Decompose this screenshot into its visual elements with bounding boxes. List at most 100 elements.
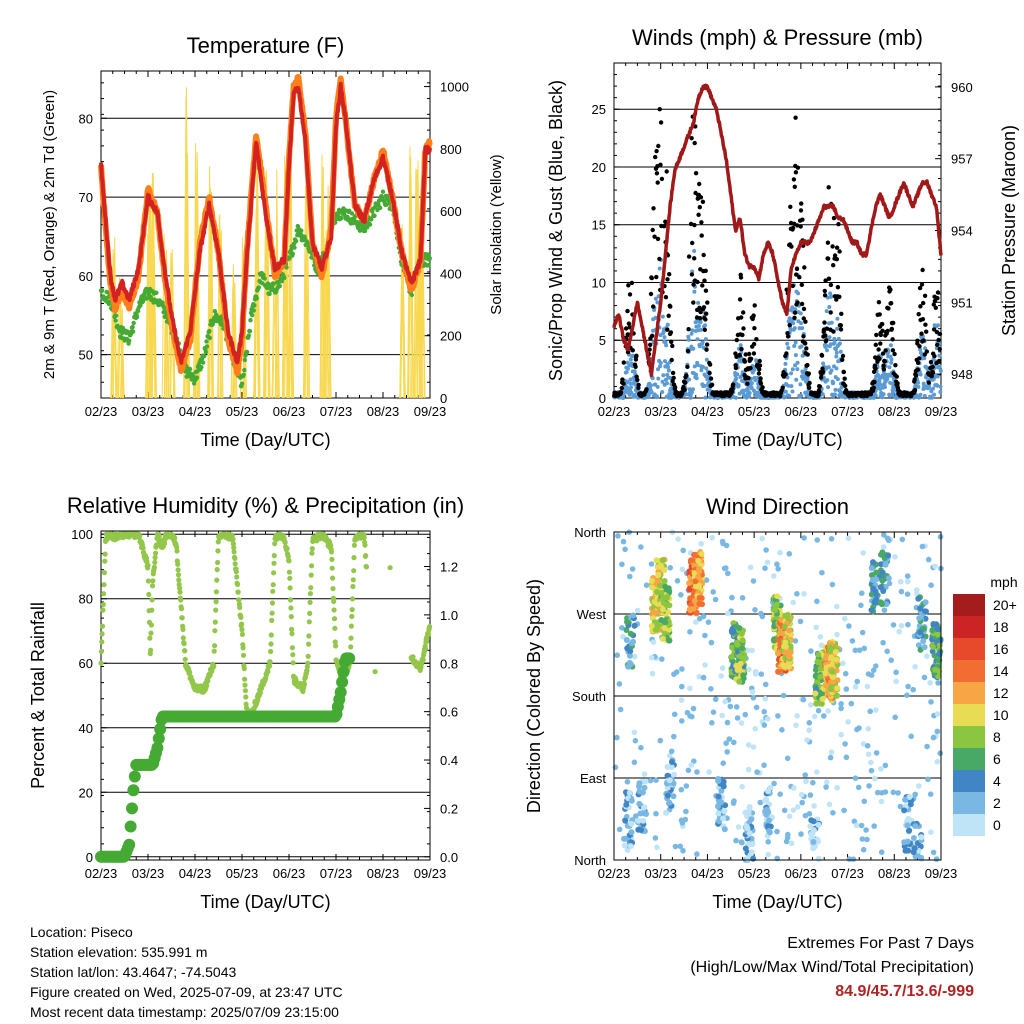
rain-point bbox=[124, 820, 137, 833]
dewpoint-point bbox=[199, 365, 204, 370]
direction-point bbox=[834, 631, 840, 638]
wind-point bbox=[824, 343, 829, 348]
rh-point bbox=[290, 652, 296, 658]
gust-point bbox=[788, 204, 793, 209]
wind-point bbox=[835, 316, 840, 321]
gust-point bbox=[743, 352, 748, 357]
gust-point bbox=[780, 385, 785, 390]
gust-point bbox=[841, 369, 846, 375]
direction-point bbox=[726, 736, 733, 742]
direction-point bbox=[745, 766, 752, 773]
direction-point bbox=[749, 689, 756, 695]
gust-point bbox=[883, 348, 888, 353]
direction-point bbox=[658, 589, 665, 596]
gust-point bbox=[817, 389, 822, 395]
wind-point bbox=[747, 394, 752, 399]
rh-point bbox=[100, 601, 106, 608]
dewpoint-point bbox=[125, 329, 130, 334]
x-tick-label: 04/23 bbox=[691, 404, 724, 419]
direction-point bbox=[771, 780, 777, 787]
wind-point bbox=[825, 295, 830, 300]
gust-point bbox=[689, 136, 694, 141]
dewpoint-point bbox=[141, 298, 146, 303]
direction-point bbox=[679, 683, 685, 690]
direction-point bbox=[786, 551, 793, 557]
rh-point bbox=[331, 607, 337, 613]
gust-point bbox=[789, 244, 794, 249]
rh-point bbox=[176, 577, 182, 583]
direction-point bbox=[779, 727, 785, 733]
rh-point bbox=[309, 563, 315, 569]
rh-point bbox=[102, 551, 108, 557]
rh-point bbox=[362, 542, 368, 548]
rain-point bbox=[152, 732, 165, 745]
gust-point bbox=[822, 293, 828, 298]
wind-point bbox=[837, 341, 842, 346]
direction-point bbox=[924, 653, 930, 659]
direction-point bbox=[806, 720, 813, 726]
solar-spike bbox=[263, 171, 270, 399]
direction-point bbox=[649, 670, 656, 677]
direction-point bbox=[746, 666, 752, 673]
direction-point bbox=[882, 762, 889, 769]
direction-point bbox=[738, 839, 745, 845]
direction-point bbox=[679, 666, 685, 672]
rain-point bbox=[123, 838, 136, 851]
gust-point bbox=[634, 353, 639, 358]
wind-point bbox=[881, 392, 886, 397]
gust-point bbox=[880, 328, 885, 333]
direction-point bbox=[706, 769, 712, 775]
direction-point bbox=[671, 711, 678, 718]
direction-point bbox=[928, 829, 934, 835]
direction-point bbox=[678, 592, 684, 598]
direction-point bbox=[685, 767, 692, 774]
direction-point bbox=[810, 779, 816, 786]
wind-point bbox=[749, 381, 754, 386]
direction-point bbox=[679, 566, 686, 573]
direction-point bbox=[696, 582, 702, 589]
direction-point bbox=[687, 629, 693, 635]
rh-point bbox=[239, 621, 245, 627]
wind-point bbox=[663, 359, 667, 364]
direction-point bbox=[660, 606, 666, 613]
rh-series bbox=[98, 531, 433, 720]
direction-point bbox=[834, 603, 840, 610]
gust-point bbox=[828, 310, 833, 315]
gust-point bbox=[662, 224, 667, 229]
wind-point bbox=[691, 346, 696, 351]
wind-point bbox=[873, 393, 878, 398]
direction-point bbox=[620, 538, 627, 545]
gust-point bbox=[746, 375, 751, 381]
direction-point bbox=[719, 538, 726, 545]
direction-point bbox=[655, 578, 662, 585]
wind-point bbox=[654, 394, 659, 399]
y-tick-label: 5 bbox=[599, 333, 606, 348]
y-tick-label: 40 bbox=[79, 721, 93, 736]
wind-point bbox=[698, 320, 703, 325]
direction-point bbox=[619, 561, 625, 568]
direction-point bbox=[678, 786, 685, 793]
x-tick-label: 04/23 bbox=[179, 866, 212, 881]
direction-point bbox=[765, 851, 771, 858]
wind-point bbox=[827, 305, 832, 309]
direction-point bbox=[794, 713, 800, 719]
gust-point bbox=[692, 256, 697, 261]
y-tick-label: 0 bbox=[86, 850, 93, 865]
gust-point bbox=[873, 366, 878, 371]
rh-point bbox=[214, 577, 220, 583]
rh-point bbox=[363, 564, 370, 570]
direction-point bbox=[827, 754, 834, 761]
direction-point bbox=[722, 698, 728, 705]
rh-point bbox=[269, 617, 275, 624]
direction-point bbox=[753, 704, 760, 711]
direction-point bbox=[874, 789, 881, 796]
direction-point bbox=[632, 737, 639, 744]
direction-point bbox=[878, 849, 885, 855]
gust-point bbox=[799, 301, 805, 307]
gust-point bbox=[831, 329, 836, 334]
rh-point bbox=[351, 568, 357, 574]
rh-point bbox=[187, 669, 193, 676]
wind-point bbox=[752, 367, 757, 372]
gust-point bbox=[840, 357, 845, 362]
direction-point bbox=[905, 683, 911, 690]
